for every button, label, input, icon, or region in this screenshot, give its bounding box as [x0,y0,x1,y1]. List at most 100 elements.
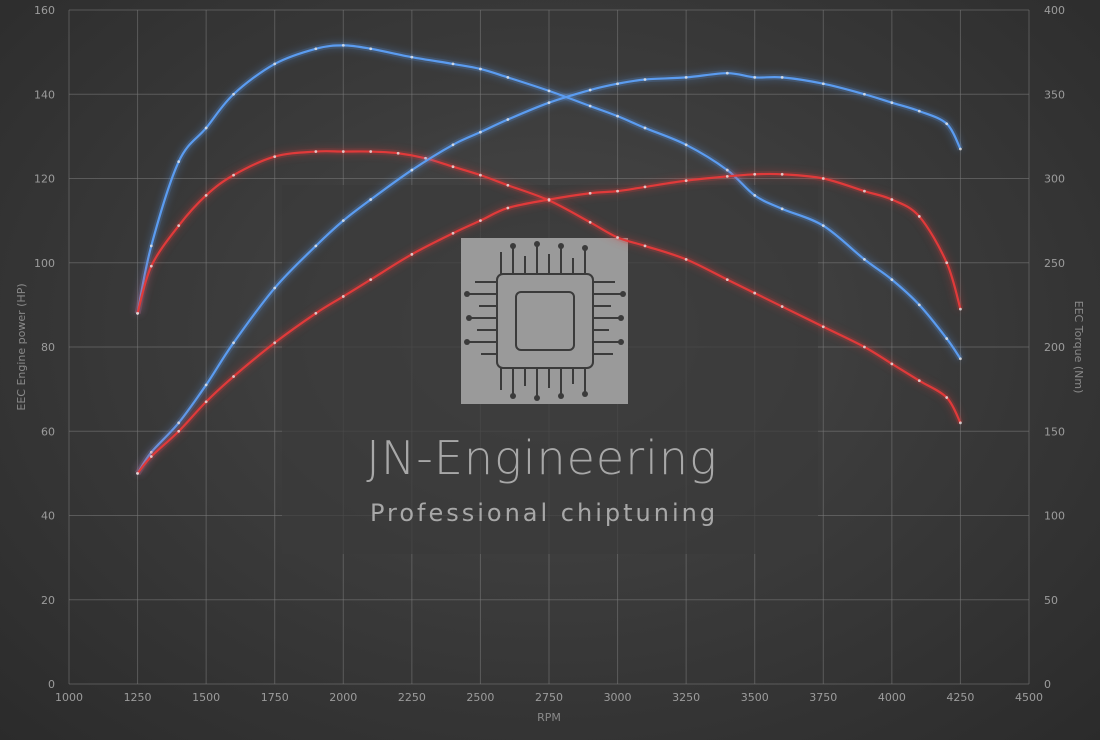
torque-stock-point [821,325,825,329]
power-tuned-point [917,109,921,113]
x-axis-title: RPM [537,711,561,724]
x-tick-label: 1750 [261,691,289,704]
x-tick-label: 1000 [55,691,83,704]
torque-stock-point [945,396,949,399]
power-tuned-point [753,76,757,79]
power-stock-point [232,375,235,378]
torque-stock-point [369,150,373,153]
x-tick-label: 3250 [672,691,700,704]
power-stock-point [588,191,592,195]
torque-stock-point [890,362,894,366]
power-tuned-point [890,101,894,105]
power-tuned-point [725,71,729,75]
torque-tuned-point [506,76,510,79]
y-axis-left-title: EEC Engine power (HP) [15,283,28,410]
torque-tuned-point [945,337,949,340]
power-stock-point [136,471,139,475]
power-stock-point [451,231,455,235]
power-stock-point [369,278,373,281]
series [134,42,964,476]
torque-stock-point [780,305,784,308]
power-tuned-point [341,219,345,223]
y-tick-label-right: 300 [1044,173,1065,186]
power-tuned-point [588,88,592,92]
power-tuned-point [821,82,825,86]
x-tick-label: 1250 [124,691,152,704]
y-tick-label-left: 160 [34,4,55,17]
torque-tuned-point [616,114,619,118]
power-stock-point [945,261,949,265]
torque-stock-point [204,193,208,197]
power-tuned-point [863,92,866,96]
x-tick-label: 2250 [398,691,426,704]
torque-tuned-point [863,257,866,261]
power-stock-point [177,429,181,433]
torque-stock-point [396,151,400,155]
torque-tuned-point [959,357,962,361]
axes: 1000 1250 1500 1750 2000 2250 2500 2750 3000 3250… [34,4,1065,704]
power-tuned-point [177,421,181,425]
x-tick-label: 3000 [604,691,632,704]
torque-tuned-point [177,160,181,164]
torque-tuned-point [369,47,373,51]
torque-tuned-point [149,244,153,248]
power-stock-point [821,177,825,180]
y-tick-label-left: 140 [34,88,55,101]
watermark-title: JN-Engineering [366,431,717,485]
x-tick-label: 2000 [329,691,357,704]
y-tick-label-left: 20 [41,594,55,607]
torque-stock-point [643,244,647,248]
power-stock-point [643,185,647,189]
y-tick-label-left: 100 [34,257,55,270]
power-stock-point [780,172,784,176]
x-tick-label: 4000 [878,691,906,704]
y-tick-label-left: 60 [41,425,55,438]
power-tuned-point [451,143,455,147]
torque-stock-point [684,257,688,261]
power-tuned-point [643,78,647,81]
y-tick-label-right: 50 [1044,594,1058,607]
torque-tuned-point [684,143,688,147]
torque-stock-point [588,220,592,224]
power-stock-point [684,179,688,183]
y-tick-label-right: 200 [1044,341,1065,354]
y-tick-label-left: 0 [48,678,55,691]
torque-tuned-point [821,224,825,228]
torque-tuned-point [725,168,729,172]
torque-tuned-point [547,89,551,93]
torque-stock-point [341,150,345,153]
microchip-icon [461,238,628,404]
power-tuned-point [945,122,949,126]
torque-tuned-point [314,47,318,51]
torque-tuned-point [451,62,455,66]
power-tuned-point [204,383,208,387]
power-tuned-series [135,70,964,476]
power-stock-point [616,189,619,193]
watermark-subtitle: Professional chiptuning [370,499,718,527]
torque-stock-point [753,291,757,295]
power-stock-point [506,206,510,210]
power-stock-point [479,219,482,223]
torque-stock-point [917,379,921,383]
power-tuned-point [479,130,482,134]
y-tick-label-right: 350 [1044,88,1065,101]
power-stock-series [135,170,964,476]
torque-tuned-point [410,55,414,59]
torque-stock-point [506,183,510,187]
torque-stock-point [479,173,482,177]
torque-tuned-point [588,104,592,108]
power-tuned-point [506,118,510,121]
torque-stock-point [149,264,153,268]
power-tuned-point [959,147,962,151]
power-stock-point [959,307,962,311]
torque-tuned-point [204,126,208,130]
torque-stock-point [863,345,866,349]
power-tuned-point [314,244,318,248]
x-tick-label: 3500 [741,691,769,704]
torque-stock-point [959,421,962,425]
power-tuned-point [369,198,373,201]
power-tuned-point [780,76,784,79]
torque-stock-point [451,165,455,169]
watermark: JN-Engineering Professional chiptuning [282,185,818,554]
